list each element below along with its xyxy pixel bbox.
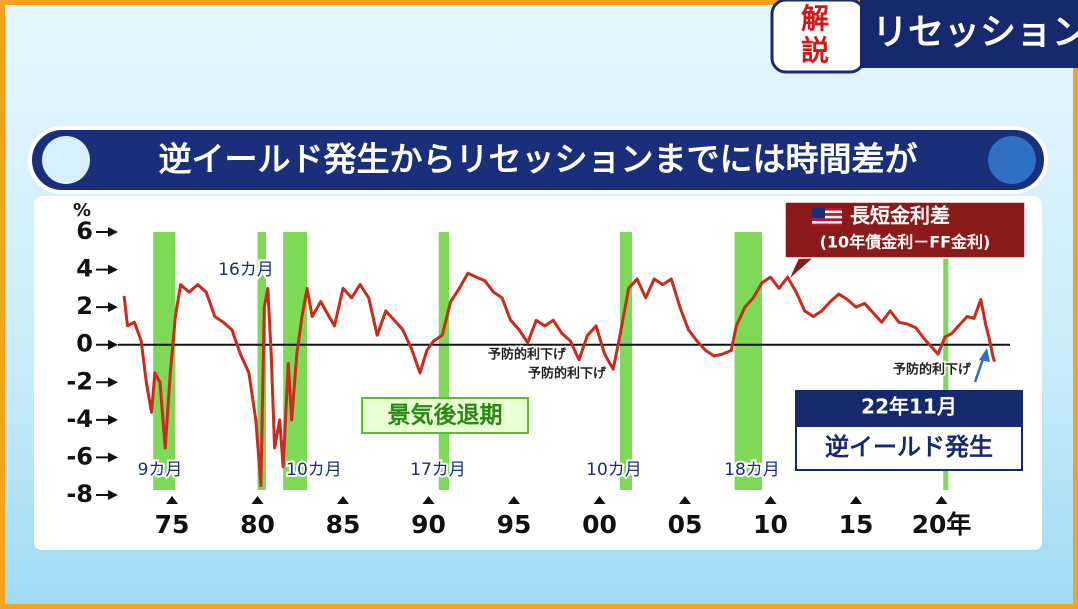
legend-name: 長短金利差 xyxy=(850,204,950,228)
y-unit: % xyxy=(73,200,91,221)
y-tick xyxy=(96,452,118,463)
x-tick-label: 15 xyxy=(839,510,874,539)
lag-label: 17カ月 xyxy=(410,460,466,480)
recession-label: 景気後退期 xyxy=(388,402,503,429)
x-tick xyxy=(166,496,178,504)
x-tick xyxy=(764,496,777,504)
callout-text-box xyxy=(795,425,1023,471)
x-tick xyxy=(679,496,691,504)
callout-date-box xyxy=(795,390,1023,426)
banner-text: リセッションを xyxy=(872,12,1078,53)
y-tick xyxy=(96,414,118,425)
badge-char: 説 xyxy=(801,34,829,67)
recession-label-box xyxy=(361,397,529,434)
x-tick xyxy=(850,496,862,504)
x-tick xyxy=(935,496,948,504)
cut-label: 予防的利下げ xyxy=(488,347,567,363)
flag-stripe xyxy=(812,213,842,216)
legend-flag xyxy=(812,208,842,227)
x-tick-label: 95 xyxy=(497,510,532,539)
x-tick xyxy=(422,496,435,504)
badge-char: 解 xyxy=(801,2,829,35)
flag-stripe xyxy=(812,223,842,227)
flag-stripe xyxy=(812,208,842,211)
flag-canton xyxy=(812,208,825,219)
legend-note: (10年債金利－FF金利) xyxy=(820,233,991,252)
x-tick xyxy=(337,496,349,504)
recession-band xyxy=(734,232,762,490)
y-tick xyxy=(96,264,118,275)
lag-label: 18カ月 xyxy=(724,460,780,480)
y-tick xyxy=(96,227,118,237)
recession-band xyxy=(943,232,949,490)
legend-pointer xyxy=(790,256,815,278)
callout-date: 22年11月 xyxy=(861,395,957,419)
flag-stripe xyxy=(812,210,842,214)
x-tick-label: 80 xyxy=(240,510,275,539)
title-bar xyxy=(28,126,1048,194)
y-tick-label: 0 xyxy=(76,330,93,358)
callout-text: 逆イールド発生 xyxy=(825,433,993,461)
flag-stripe xyxy=(812,221,842,224)
data-line xyxy=(122,271,996,488)
y-tick-label: -8 xyxy=(66,480,93,508)
chart-title: 逆イールド発生からリセッションまでには時間差が xyxy=(159,140,918,179)
x-tick-label: 90 xyxy=(411,510,446,539)
y-tick-label: 4 xyxy=(76,255,93,283)
y-tick-label: -2 xyxy=(66,367,93,395)
title-dot xyxy=(42,136,90,184)
cut-label: 予防的利下げ xyxy=(893,362,972,378)
x-tick xyxy=(508,496,520,504)
lag-label: 10カ月 xyxy=(286,460,342,480)
cut-label: 予防的利下げ xyxy=(528,366,607,382)
y-tick xyxy=(96,377,118,388)
y-tick-label: 6 xyxy=(76,217,93,245)
x-tick-label: 85 xyxy=(326,510,361,539)
y-tick-label: 2 xyxy=(76,292,93,320)
lag-label: 9カ月 xyxy=(138,460,183,480)
x-tick-label: 75 xyxy=(155,510,190,539)
x-tick-label: 20年 xyxy=(912,510,972,539)
callout-arrow-head xyxy=(979,348,990,362)
recession-band xyxy=(620,232,632,490)
x-tick-label: 10 xyxy=(753,510,788,539)
y-tick xyxy=(96,490,118,500)
x-tick-label: 05 xyxy=(668,510,703,539)
flag-stripe xyxy=(812,218,842,221)
y-tick-label: -6 xyxy=(66,442,93,470)
lag-label: 16カ月 xyxy=(218,260,274,280)
banner-box xyxy=(860,0,1078,68)
title-dot xyxy=(988,136,1036,184)
y-tick xyxy=(96,302,118,313)
recession-band xyxy=(153,232,176,490)
recession-band xyxy=(438,232,450,490)
x-tick-label: 00 xyxy=(582,510,617,539)
y-tick xyxy=(96,339,118,350)
x-tick xyxy=(593,496,606,504)
y-tick-label: -4 xyxy=(66,405,93,433)
lag-label: 10カ月 xyxy=(586,460,642,480)
x-tick xyxy=(251,496,264,504)
flag-stripe xyxy=(812,215,842,219)
